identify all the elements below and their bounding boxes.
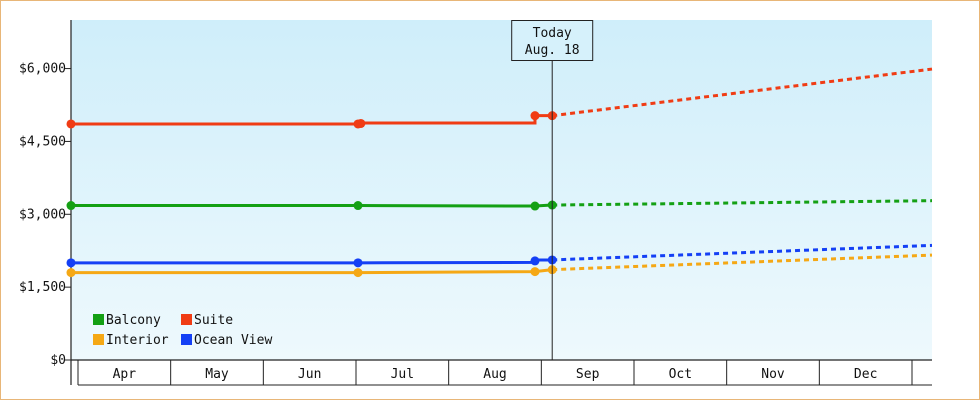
x-tick-label: Dec [854,367,877,382]
y-tick-label: $6,000 [19,62,66,77]
legend-label: Balcony [106,313,161,328]
y-tick-label: $3,000 [19,207,66,222]
series-point [530,111,540,121]
x-tick-label: Jun [298,367,321,382]
x-tick-label: Sep [576,367,600,382]
legend-label: Suite [194,313,233,328]
today-date: Aug. 18 [525,43,580,58]
today-box [511,20,594,61]
legend-label: Interior [106,333,169,348]
series-line-forecast [552,243,933,262]
series-line-history [71,268,553,275]
x-tick-label: Jul [391,367,414,382]
series-point [353,268,363,278]
plot-area [71,20,932,360]
legend-label: Ocean View [194,333,272,348]
series-point [66,258,76,268]
series-point [66,201,76,211]
legend-swatch [181,334,192,345]
x-tick-label: Nov [761,367,785,382]
series-line-forecast [552,67,933,118]
legend-swatch [181,314,192,325]
series-line-forecast [552,253,933,272]
legend-swatch [93,334,104,345]
legend-swatch [93,314,104,325]
series-point [353,258,363,268]
y-tick-label: $1,500 [19,280,66,295]
series-point [530,267,540,277]
x-tick-label: Aug [483,367,506,382]
series-line-history [71,203,553,208]
x-tick-label: Oct [669,367,692,382]
series-line-forecast [552,199,933,207]
series-point [530,201,540,211]
x-tick-label: May [205,367,229,382]
series-point [353,201,363,211]
y-tick-label: $0 [50,353,66,368]
series-point [66,268,76,278]
x-tick-label: Apr [113,367,137,382]
series-point [356,118,366,128]
y-tick-label: $4,500 [19,134,66,149]
series-point [530,256,540,266]
today-label: Today [533,26,572,41]
series-point [66,119,76,129]
